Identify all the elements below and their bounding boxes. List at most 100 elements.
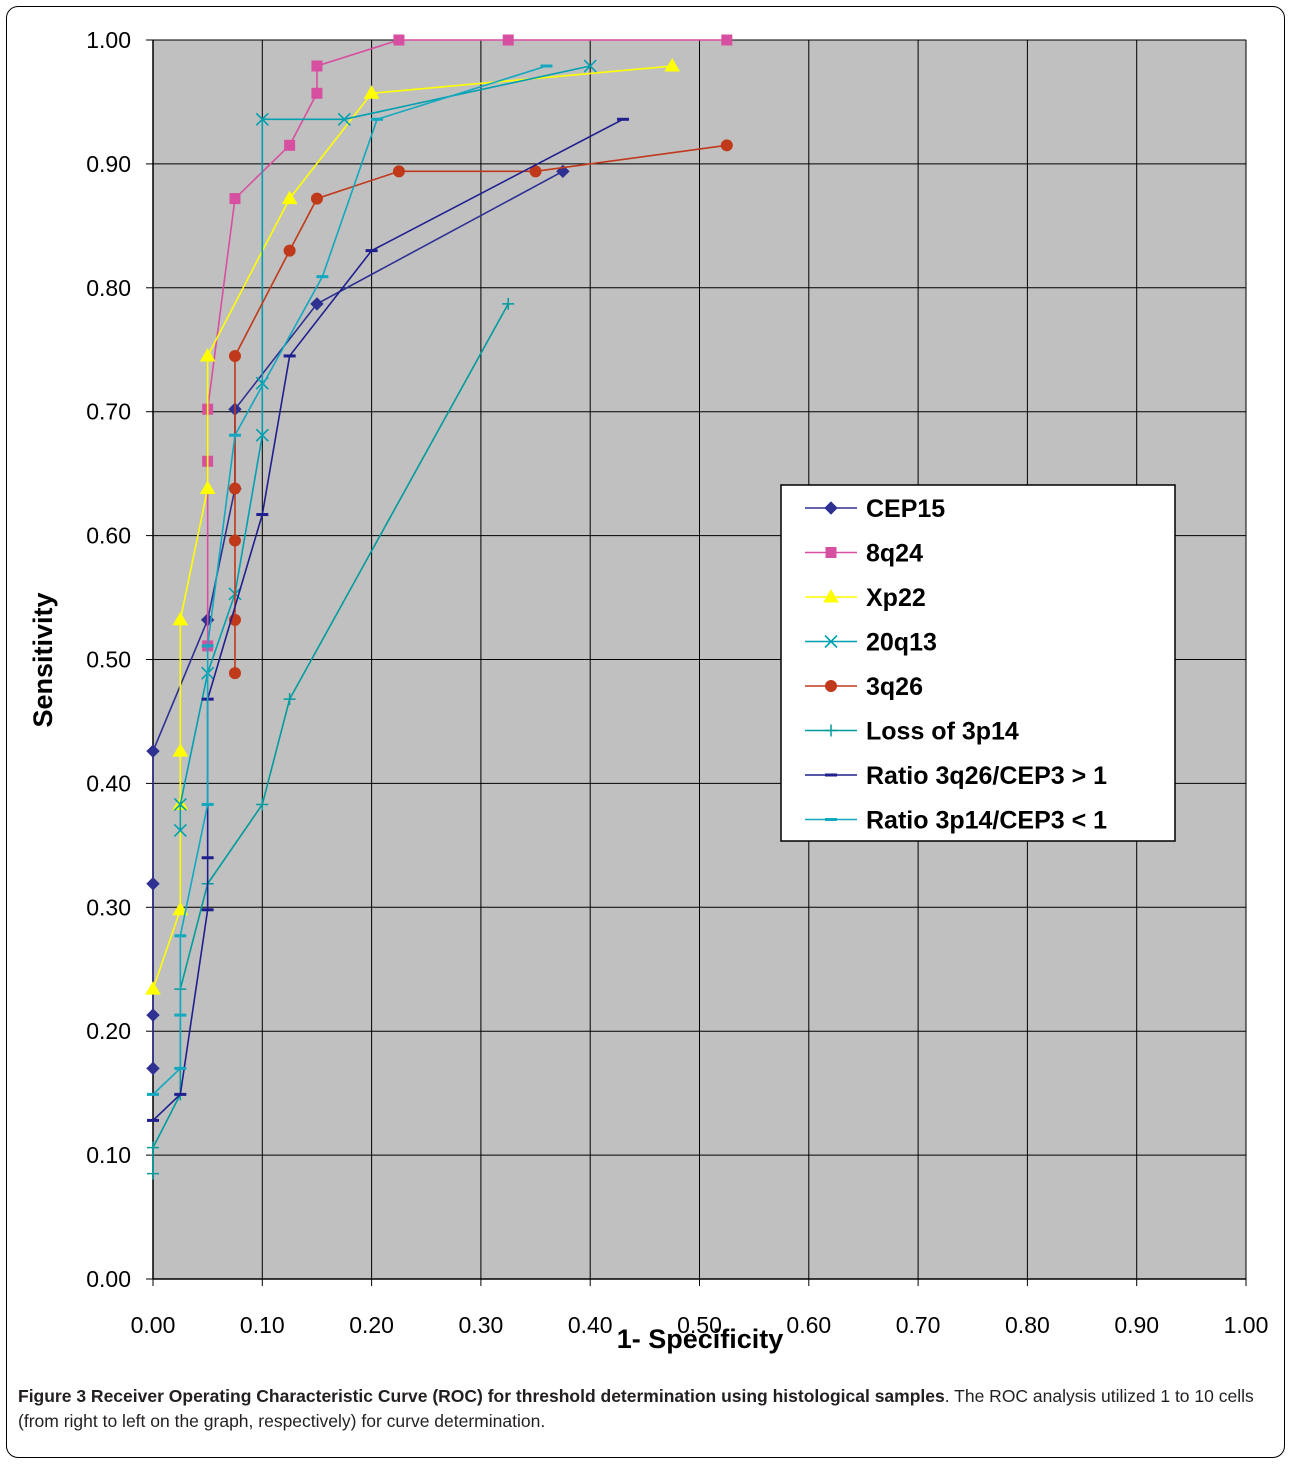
data-point [201,802,214,806]
data-point [147,1167,159,1180]
data-point [255,112,269,126]
data-point [147,1118,159,1122]
legend-entry: Xp22 [805,584,926,612]
x-axis-title: 1- Specificity [617,1324,784,1354]
y-tick-label: 0.20 [86,1018,131,1044]
series-line [152,65,673,990]
caption-text: . The ROC analysis utilized 1 to 10 cell… [18,1386,1254,1431]
data-point [284,139,296,151]
data-point [283,693,296,706]
data-point [228,482,241,495]
data-point [228,534,241,547]
legend-label: 3q26 [866,673,923,701]
y-tick-label: 0.30 [86,894,131,920]
data-point [825,724,837,737]
data-point [283,354,296,358]
data-point [720,139,733,152]
data-point [616,117,629,121]
data-point [310,192,323,205]
data-point [664,58,681,72]
series-line [152,303,509,1174]
figure-caption: Figure 3 Receiver Operating Characterist… [18,1384,1270,1434]
data-point [365,249,378,253]
data-point [392,165,405,178]
x-tick-label: 0.50 [677,1312,722,1338]
data-point [823,589,839,603]
data-point [146,877,160,891]
y-axis-title: Sensitivity [28,592,58,727]
x-tick-label: 0.30 [459,1312,504,1338]
data-point [363,85,380,99]
legend-entry: Ratio 3q26/CEP3 > 1 [805,762,1107,790]
legend-entry: 3q26 [805,673,923,701]
data-point [173,797,187,812]
data-point [311,87,323,99]
data-point [255,428,269,442]
series-group [145,34,733,1180]
data-point [147,1141,159,1154]
data-point [583,59,597,73]
data-point [146,744,160,758]
data-point [172,611,189,626]
data-point [824,634,838,649]
legend-label: Xp22 [866,584,926,612]
data-point [502,34,514,46]
y-tick-label: 1.00 [86,27,131,53]
data-point [316,275,329,279]
data-point [228,433,241,437]
data-point [174,1092,187,1096]
legend-label: Ratio 3q26/CEP3 > 1 [866,762,1107,790]
data-point [825,818,837,821]
legend-label: Loss of 3p14 [866,718,1019,746]
data-point [228,667,241,680]
data-point [229,193,241,205]
series-line [234,144,727,674]
data-point [173,823,187,838]
data-point [174,934,187,938]
legend-entry: 8q24 [805,540,923,568]
data-point [337,112,351,126]
x-tick-label: 1.00 [1224,1312,1269,1338]
caption-title: Figure 3 Receiver Operating Characterist… [18,1386,945,1406]
legend: CEP15 8q24 Xp22 20q13 3q26 Loss of 3p14 Ratio … [780,484,1176,842]
series-3q26 [228,139,733,680]
x-tick-labels: 0.00 0.10 0.20 0.30 0.40 0.50 0.60 0.70 0.80 0.90… [131,1312,1269,1338]
data-point [256,513,269,517]
x-tick-label: 0.70 [896,1312,941,1338]
y-tick-label: 0.60 [86,523,131,549]
x-tick-label: 0.10 [240,1312,285,1338]
series-20q13 [173,59,597,838]
data-point [371,117,384,121]
data-point [281,190,298,205]
x-tick-label: 0.20 [349,1312,394,1338]
data-point [540,64,553,68]
data-point [145,981,161,995]
data-point [825,680,837,692]
data-point [147,1092,159,1096]
series-line [152,65,547,1095]
legend-label: 20q13 [866,629,937,657]
data-point [199,347,216,362]
x-tick-label: 0.00 [131,1312,176,1338]
legend-entry: Loss of 3p14 [805,718,1019,746]
data-point [201,856,214,860]
data-point [228,349,241,362]
legend-entry: 20q13 [805,629,937,657]
data-point [824,501,838,515]
y-tick-label: 0.90 [86,151,131,177]
series-xp22 [145,58,681,995]
data-point [825,547,837,558]
y-tick-label: 0.70 [86,399,131,425]
legend-label: Ratio 3p14/CEP3 < 1 [866,807,1107,835]
data-point [172,743,189,757]
data-point [146,1008,160,1022]
data-point [256,798,269,811]
y-tick-label: 0.80 [86,275,131,301]
data-point [310,297,324,311]
data-point [199,480,216,495]
data-point [502,297,515,310]
y-tick-label: 0.10 [86,1142,131,1168]
legend-box [780,484,1176,842]
data-point [201,908,214,912]
data-point [201,644,214,648]
